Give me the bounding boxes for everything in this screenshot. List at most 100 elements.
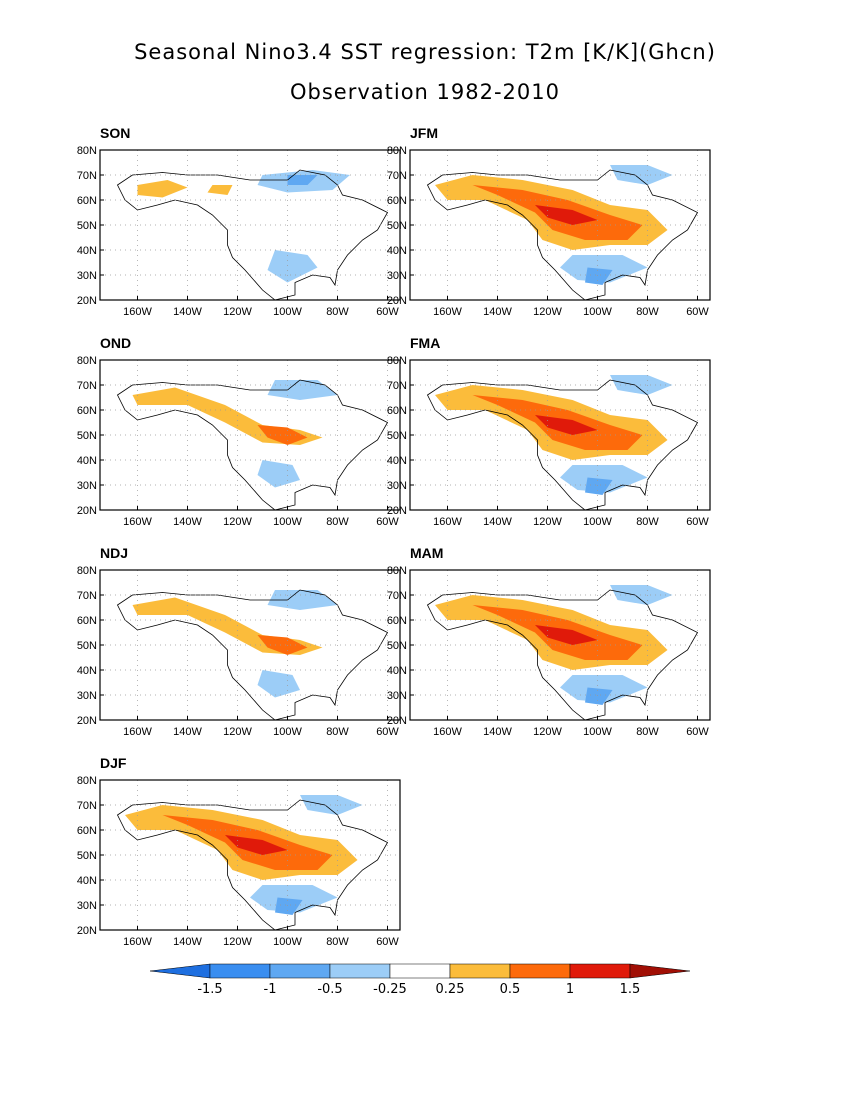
lat-tick-label: 20N bbox=[77, 715, 97, 727]
lat-tick-label: 40N bbox=[77, 665, 97, 677]
panel-label: FMA bbox=[410, 335, 441, 351]
lon-tick-label: 100W bbox=[273, 516, 302, 528]
lat-tick-label: 70N bbox=[77, 380, 97, 392]
panel-label: DJF bbox=[100, 755, 127, 771]
lat-tick-label: 40N bbox=[77, 875, 97, 887]
lon-tick-label: 140W bbox=[483, 306, 512, 318]
lat-tick-label: 80N bbox=[77, 355, 97, 367]
lon-tick-label: 140W bbox=[173, 306, 202, 318]
shading-region bbox=[535, 205, 598, 225]
colorbar-swatch bbox=[449, 963, 511, 979]
shading-region bbox=[257, 425, 308, 445]
colorbar-swatch bbox=[269, 963, 331, 979]
panel-label: JFM bbox=[410, 125, 438, 141]
lon-tick-label: 120W bbox=[533, 726, 562, 738]
lon-tick-label: 160W bbox=[123, 516, 152, 528]
lon-tick-label: 60W bbox=[686, 516, 709, 528]
map-plot: 80N 70N 60N 50N 40N 30N 20N 160W 140W 120W 100W 80W… bbox=[387, 565, 711, 738]
shading-region bbox=[257, 635, 308, 655]
lat-tick-label: 50N bbox=[387, 430, 407, 442]
lat-tick-label: 30N bbox=[387, 690, 407, 702]
shading-region bbox=[610, 375, 673, 395]
map-plot: 80N 70N 60N 50N 40N 30N 20N 160W 140W 120W 100W 80W… bbox=[77, 775, 401, 948]
lat-tick-label: 50N bbox=[77, 220, 97, 232]
map-panel-djf: DJF 80N 70N 60N 50N 40N 30N 20N 160W 140W 120W 100W… bbox=[52, 755, 401, 970]
lat-tick-label: 20N bbox=[387, 295, 407, 307]
chart-title: Seasonal Nino3.4 SST regression: T2m [K/… bbox=[134, 40, 716, 64]
shading-region bbox=[207, 185, 233, 195]
lon-tick-label: 80W bbox=[326, 306, 349, 318]
lat-tick-label: 30N bbox=[77, 480, 97, 492]
lat-tick-label: 50N bbox=[387, 640, 407, 652]
lat-tick-label: 30N bbox=[387, 480, 407, 492]
colorbar-arrow-left bbox=[149, 963, 211, 979]
lon-tick-label: 140W bbox=[483, 726, 512, 738]
shading-region bbox=[300, 795, 363, 815]
map-panel-mam: MAM 80N 70N 60N 50N 40N 30N 20N 160W 140W 120W 100W… bbox=[362, 545, 711, 760]
lat-tick-label: 50N bbox=[387, 220, 407, 232]
lat-tick-label: 70N bbox=[77, 590, 97, 602]
lat-tick-label: 60N bbox=[77, 405, 97, 417]
lat-tick-label: 80N bbox=[77, 145, 97, 157]
lon-tick-label: 120W bbox=[533, 516, 562, 528]
colorbar-level-label: -0.25 bbox=[373, 982, 407, 997]
shading-region bbox=[257, 670, 300, 698]
colorbar-swatches bbox=[149, 963, 691, 979]
lat-tick-label: 30N bbox=[77, 270, 97, 282]
colorbar-level-label: 0.25 bbox=[435, 982, 465, 997]
shading-region bbox=[275, 897, 303, 915]
lat-tick-label: 20N bbox=[77, 505, 97, 517]
lat-tick-label: 50N bbox=[77, 640, 97, 652]
colorbar-level-label: 0.5 bbox=[499, 982, 521, 997]
lat-tick-label: 80N bbox=[77, 775, 97, 787]
lon-tick-label: 120W bbox=[533, 306, 562, 318]
lon-tick-label: 140W bbox=[173, 936, 202, 948]
lon-tick-label: 60W bbox=[376, 516, 399, 528]
colorbar-arrow-right bbox=[629, 963, 691, 979]
coastline bbox=[426, 169, 699, 300]
lon-tick-label: 100W bbox=[273, 306, 302, 318]
map-panel-fma: FMA 80N 70N 60N 50N 40N 30N 20N 160W 140W 120W 100W… bbox=[362, 335, 711, 550]
lat-tick-label: 20N bbox=[387, 505, 407, 517]
colorbar-level-label: 1 bbox=[565, 982, 575, 997]
coastline bbox=[116, 169, 389, 300]
lon-tick-label: 80W bbox=[326, 936, 349, 948]
colorbar-level-label: -0.5 bbox=[317, 982, 343, 997]
shading-region bbox=[585, 267, 613, 285]
lat-tick-label: 60N bbox=[387, 405, 407, 417]
lon-tick-label: 120W bbox=[223, 936, 252, 948]
lat-tick-label: 60N bbox=[77, 615, 97, 627]
lon-tick-label: 80W bbox=[636, 306, 659, 318]
panel-label: SON bbox=[100, 125, 131, 141]
shading-region bbox=[137, 180, 188, 198]
chart-subtitle: Observation 1982-2010 bbox=[289, 80, 561, 104]
shading-region bbox=[267, 250, 318, 283]
shading-region bbox=[610, 165, 673, 185]
lon-tick-label: 80W bbox=[636, 516, 659, 528]
lon-tick-label: 160W bbox=[123, 936, 152, 948]
lon-tick-label: 160W bbox=[433, 516, 462, 528]
lon-tick-label: 160W bbox=[433, 306, 462, 318]
lat-tick-label: 70N bbox=[77, 800, 97, 812]
coastline bbox=[116, 589, 389, 720]
lon-tick-label: 120W bbox=[223, 726, 252, 738]
colorbar-level-label: -1 bbox=[263, 982, 277, 997]
colorbar-swatch bbox=[329, 963, 391, 979]
colorbar-swatch bbox=[209, 963, 271, 979]
shading-region bbox=[535, 625, 598, 645]
lon-tick-label: 120W bbox=[223, 516, 252, 528]
lat-tick-label: 80N bbox=[387, 145, 407, 157]
lat-tick-label: 40N bbox=[387, 665, 407, 677]
lon-tick-label: 60W bbox=[376, 306, 399, 318]
lat-tick-label: 20N bbox=[387, 715, 407, 727]
lat-tick-label: 70N bbox=[387, 590, 407, 602]
lon-tick-label: 100W bbox=[583, 306, 612, 318]
coastline bbox=[116, 799, 389, 930]
lat-tick-label: 30N bbox=[387, 270, 407, 282]
lat-tick-label: 60N bbox=[77, 825, 97, 837]
lat-tick-label: 40N bbox=[387, 455, 407, 467]
map-plot: 80N 70N 60N 50N 40N 30N 20N 160W 140W 120W 100W 80W… bbox=[387, 145, 711, 318]
lon-tick-label: 80W bbox=[326, 726, 349, 738]
lat-tick-label: 70N bbox=[77, 170, 97, 182]
map-plot: 80N 70N 60N 50N 40N 30N 20N 160W 140W 120W 100W 80W… bbox=[77, 145, 401, 318]
